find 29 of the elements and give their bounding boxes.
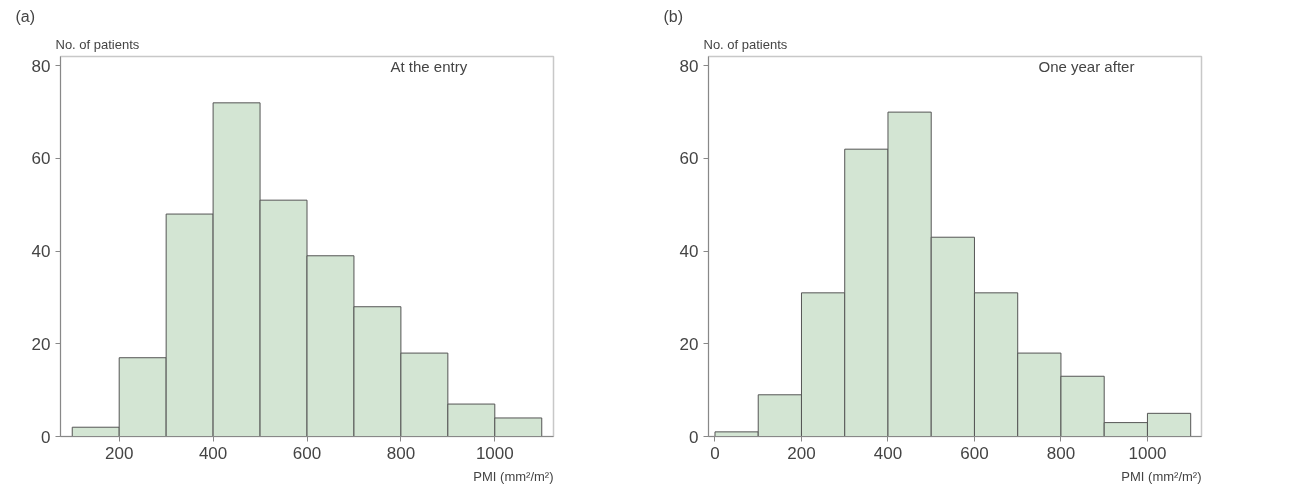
x-tick-label: 800 xyxy=(386,443,416,463)
y-tick-label: 80 xyxy=(31,56,51,76)
x-tick-label: 200 xyxy=(787,443,816,463)
annotation: One year after xyxy=(1038,58,1135,75)
x-tick-label: 0 xyxy=(710,443,720,463)
y-tick-label: 80 xyxy=(679,56,699,76)
y-tick-label: 20 xyxy=(31,334,51,354)
y-tick-label: 40 xyxy=(679,242,699,262)
y-tick-label: 60 xyxy=(31,149,51,169)
x-tick-label: 800 xyxy=(1046,443,1076,463)
x-axis-title: PMI (mm²/m²) xyxy=(473,468,554,484)
x-tick-label: 1000 xyxy=(1128,443,1167,463)
x-tick-label: 400 xyxy=(198,443,228,463)
x-tick-label: 200 xyxy=(105,443,134,463)
y-tick-label: 0 xyxy=(41,427,51,447)
y-tick-label: 20 xyxy=(679,334,699,354)
x-tick-label: 1000 xyxy=(475,443,514,463)
x-tick-label: 600 xyxy=(292,443,322,463)
y-axis-title: No. of patients xyxy=(55,36,140,52)
y-axis-title: No. of patients xyxy=(703,36,788,52)
x-tick-label: 600 xyxy=(960,443,989,463)
x-axis-title: PMI (mm²/m²) xyxy=(1121,468,1202,484)
y-tick-label: 0 xyxy=(689,427,699,447)
y-tick-label: 40 xyxy=(31,242,51,262)
chart-title: (a) xyxy=(15,7,36,25)
chart-title: (b) xyxy=(663,7,684,25)
y-tick-label: 60 xyxy=(679,149,699,169)
x-tick-label: 400 xyxy=(873,443,903,463)
annotation: At the entry xyxy=(390,58,468,75)
